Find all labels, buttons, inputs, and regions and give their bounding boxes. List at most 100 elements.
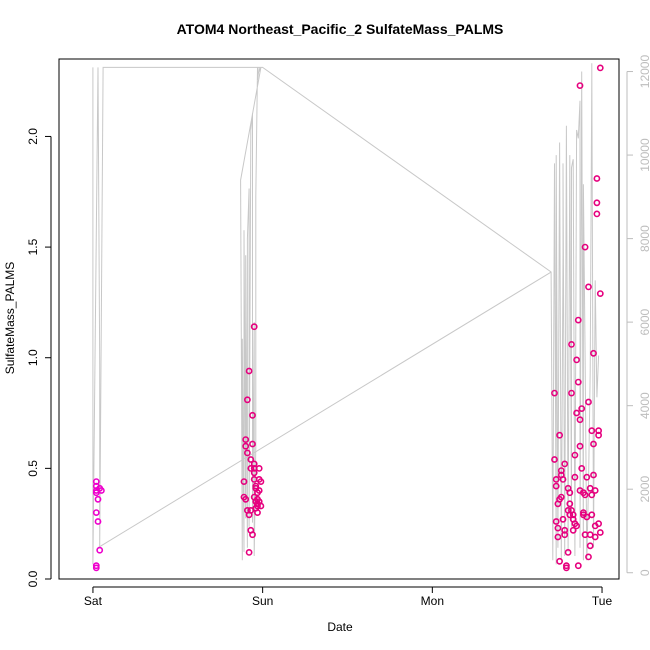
sulfate-point bbox=[247, 456, 255, 463]
sulfate-point bbox=[591, 487, 599, 494]
sulfate-point bbox=[571, 473, 579, 481]
sulfate-point bbox=[596, 529, 604, 536]
chart-title: ATOM4 Northeast_Pacific_2 SulfateMass_PA… bbox=[177, 21, 504, 37]
sulfate-point bbox=[250, 323, 258, 331]
sulfate-point bbox=[552, 475, 560, 483]
sulfate-point bbox=[557, 467, 565, 474]
sulfate-point bbox=[566, 500, 574, 508]
sulfate-point bbox=[581, 243, 589, 251]
x-tick-label: Sun bbox=[252, 594, 273, 608]
sulfate-point bbox=[561, 531, 569, 539]
sulfate-point bbox=[96, 546, 104, 554]
y-tick-label: 1.0 bbox=[26, 349, 40, 366]
sulfate-point bbox=[250, 469, 258, 477]
altitude-series bbox=[92, 63, 600, 565]
sulfate-point bbox=[574, 378, 582, 386]
sulfate-point bbox=[580, 509, 587, 516]
sulfate-point bbox=[551, 389, 558, 397]
sulfate-point bbox=[590, 471, 597, 479]
sulfate-point bbox=[585, 283, 592, 291]
sulfate-point bbox=[94, 518, 102, 525]
sulfate-point bbox=[568, 389, 575, 397]
y-tick-label: 2.0 bbox=[26, 128, 40, 145]
sulfate-point bbox=[94, 495, 102, 503]
sulfate-point bbox=[240, 478, 248, 485]
y-tick-label: 1.5 bbox=[26, 238, 40, 255]
sulfate-point bbox=[249, 411, 256, 419]
sulfate-point bbox=[576, 442, 584, 450]
sulfate-point bbox=[591, 533, 599, 541]
sulfate-point bbox=[569, 511, 577, 519]
y2-tick-label: 2000 bbox=[638, 476, 650, 503]
sulfate-point bbox=[588, 511, 596, 519]
sulfate-point bbox=[588, 427, 596, 435]
sulfate-point bbox=[255, 464, 263, 472]
sulfate-point bbox=[593, 175, 601, 182]
sulfate-point bbox=[581, 491, 589, 499]
altitude-connector bbox=[97, 271, 552, 549]
sulfate-point bbox=[245, 549, 253, 556]
sulfate-point bbox=[573, 522, 580, 530]
sulfate-point bbox=[571, 451, 579, 459]
sulfate-point bbox=[569, 526, 577, 534]
sulfate-point bbox=[242, 442, 250, 450]
sulfate-point bbox=[568, 340, 575, 348]
sulfate-point bbox=[243, 449, 251, 457]
sulfate-point bbox=[92, 564, 100, 572]
sulfate-point bbox=[596, 64, 604, 72]
sulfate-point bbox=[552, 482, 560, 490]
y2-tick-label: 10000 bbox=[638, 138, 650, 172]
y2-tick-label: 12000 bbox=[638, 55, 650, 89]
sulfate-point bbox=[573, 409, 580, 417]
x-tick-label: Tue bbox=[592, 594, 613, 608]
sulfate-point bbox=[245, 367, 253, 375]
sulfate-point bbox=[578, 405, 586, 412]
sulfate-series bbox=[92, 64, 604, 572]
sulfate-point bbox=[554, 524, 562, 532]
sulfate-point bbox=[574, 316, 582, 324]
sulfate-point bbox=[585, 553, 592, 561]
sulfate-point bbox=[566, 489, 574, 497]
sulfate-point bbox=[255, 487, 263, 494]
sulfate-point bbox=[561, 460, 569, 468]
sulfate-point bbox=[595, 431, 602, 439]
sulfate-point bbox=[92, 562, 100, 570]
sulfate-point bbox=[559, 515, 567, 523]
sulfate-point bbox=[243, 396, 251, 404]
sulfate-point bbox=[554, 533, 562, 541]
sulfate-point bbox=[242, 495, 250, 503]
sulfate-point bbox=[254, 509, 261, 516]
sulfate-point bbox=[595, 520, 602, 528]
y-axis-label: SulfateMass_PALMS bbox=[3, 262, 17, 375]
sulfate-point bbox=[242, 436, 250, 443]
x-tick-label: Sat bbox=[84, 594, 103, 608]
sulfate-point bbox=[576, 82, 584, 89]
y2-tick-label: 4000 bbox=[638, 392, 650, 419]
sulfate-point bbox=[557, 493, 565, 501]
y2-tick-label: 0 bbox=[638, 569, 650, 576]
sulfate-point bbox=[563, 564, 570, 572]
sulfate-point bbox=[556, 557, 563, 565]
sulfate-point bbox=[578, 464, 586, 472]
plot-box bbox=[58, 58, 620, 580]
x-axis-label: Date bbox=[327, 620, 353, 634]
altitude-line bbox=[92, 63, 600, 565]
sulfate-point bbox=[92, 509, 100, 516]
sulfate-point bbox=[585, 398, 592, 406]
sulfate-point bbox=[563, 562, 570, 570]
y-tick-label: 0.0 bbox=[26, 570, 40, 587]
sulfate-point bbox=[561, 526, 569, 534]
y2-tick-label: 6000 bbox=[638, 308, 650, 335]
sulfate-point bbox=[257, 478, 265, 485]
sulfate-point bbox=[564, 549, 572, 556]
sulfate-point bbox=[573, 356, 580, 364]
y2-axis: 0 2000 4000 6000 8000 10000 12000 bbox=[626, 55, 650, 576]
sulfate-point bbox=[252, 482, 260, 490]
sulfate-point bbox=[590, 440, 597, 448]
sulfate-point bbox=[249, 440, 256, 448]
sulfate-point bbox=[556, 431, 563, 439]
sulfate-point bbox=[590, 349, 597, 357]
sulfate-point bbox=[98, 487, 105, 494]
sulfate-point bbox=[576, 416, 584, 424]
